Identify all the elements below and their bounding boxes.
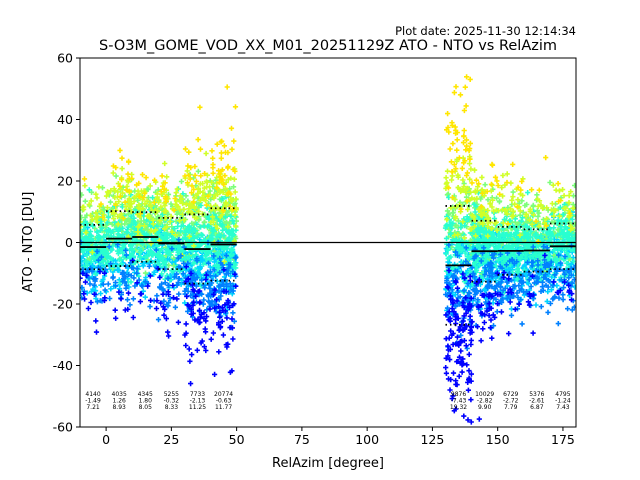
bin-label: 11.77	[215, 404, 232, 411]
y-tick-label: 40	[57, 112, 73, 127]
x-tick-label: 175	[551, 432, 575, 447]
bin-label: 4795	[555, 391, 570, 398]
x-tick-label: 50	[229, 432, 245, 447]
y-tick-label: 20	[57, 174, 73, 189]
bin-label: -2.82	[477, 398, 493, 405]
bin-label: 4345	[138, 391, 153, 398]
x-tick-label: 150	[486, 432, 510, 447]
bin-label: 7.21	[86, 404, 100, 411]
x-tick-label: 25	[163, 432, 179, 447]
bin-label: 11.25	[189, 404, 206, 411]
x-tick-label: 0	[102, 432, 110, 447]
chart-title: S-O3M_GOME_VOD_XX_M01_20251129Z ATO - NT…	[99, 38, 557, 54]
bin-label: 9876	[451, 391, 466, 398]
bin-label: 10029	[475, 391, 494, 398]
point-group	[80, 252, 575, 425]
bin-label: 9.90	[478, 404, 492, 411]
bin-label: 8.93	[112, 404, 126, 411]
x-tick-label: 125	[420, 432, 444, 447]
y-axis: -60 -40 -20 0 20 40 60	[53, 51, 80, 435]
bin-label: 8.05	[139, 404, 153, 411]
y-tick-label: 60	[57, 51, 73, 66]
point-group	[81, 74, 573, 245]
bin-label: 1.26	[112, 398, 126, 405]
bin-label: 7.43	[556, 404, 570, 411]
bin-label: 8.33	[165, 404, 179, 411]
x-tick-label: 75	[294, 432, 310, 447]
y-axis-label: ATO - NTO [DU]	[21, 192, 36, 293]
y-tick-label: -20	[53, 297, 73, 312]
bin-label: -2.61	[529, 398, 545, 405]
bin-label: -1.24	[555, 398, 571, 405]
bin-label: 6.87	[530, 404, 544, 411]
bin-label: 5376	[529, 391, 544, 398]
scatter-points	[80, 74, 576, 425]
plot-date: Plot date: 2025-11-30 12:14:34	[395, 24, 576, 38]
bin-label: -7.43	[451, 398, 467, 405]
bin-label: 20774	[214, 391, 233, 398]
point-group	[80, 186, 576, 303]
bin-label: -2.13	[190, 398, 206, 405]
bin-label: -0.32	[164, 398, 180, 405]
y-tick-label: 0	[65, 235, 73, 250]
x-axis-label: RelAzim [degree]	[272, 456, 384, 471]
bin-label: 1.80	[139, 398, 153, 405]
bin-label: 19.32	[450, 404, 467, 411]
bin-label: -2.72	[503, 398, 519, 405]
bin-label: 4035	[112, 391, 127, 398]
bin-statistics	[80, 205, 576, 326]
bin-label: 5255	[164, 391, 179, 398]
x-axis: 0 25 50 75 100 125 150 175	[102, 427, 575, 447]
y-tick-label: -60	[53, 420, 73, 435]
bin-label: 4140	[85, 391, 100, 398]
bin-label: -1.49	[85, 398, 101, 405]
bin-label: 6729	[503, 391, 518, 398]
bin-label: 7733	[190, 391, 205, 398]
point-group	[80, 237, 576, 351]
bin-label: 7.79	[504, 404, 518, 411]
y-tick-label: -40	[53, 358, 73, 373]
x-tick-label: 100	[355, 432, 379, 447]
bin-label: -0.63	[216, 398, 232, 405]
